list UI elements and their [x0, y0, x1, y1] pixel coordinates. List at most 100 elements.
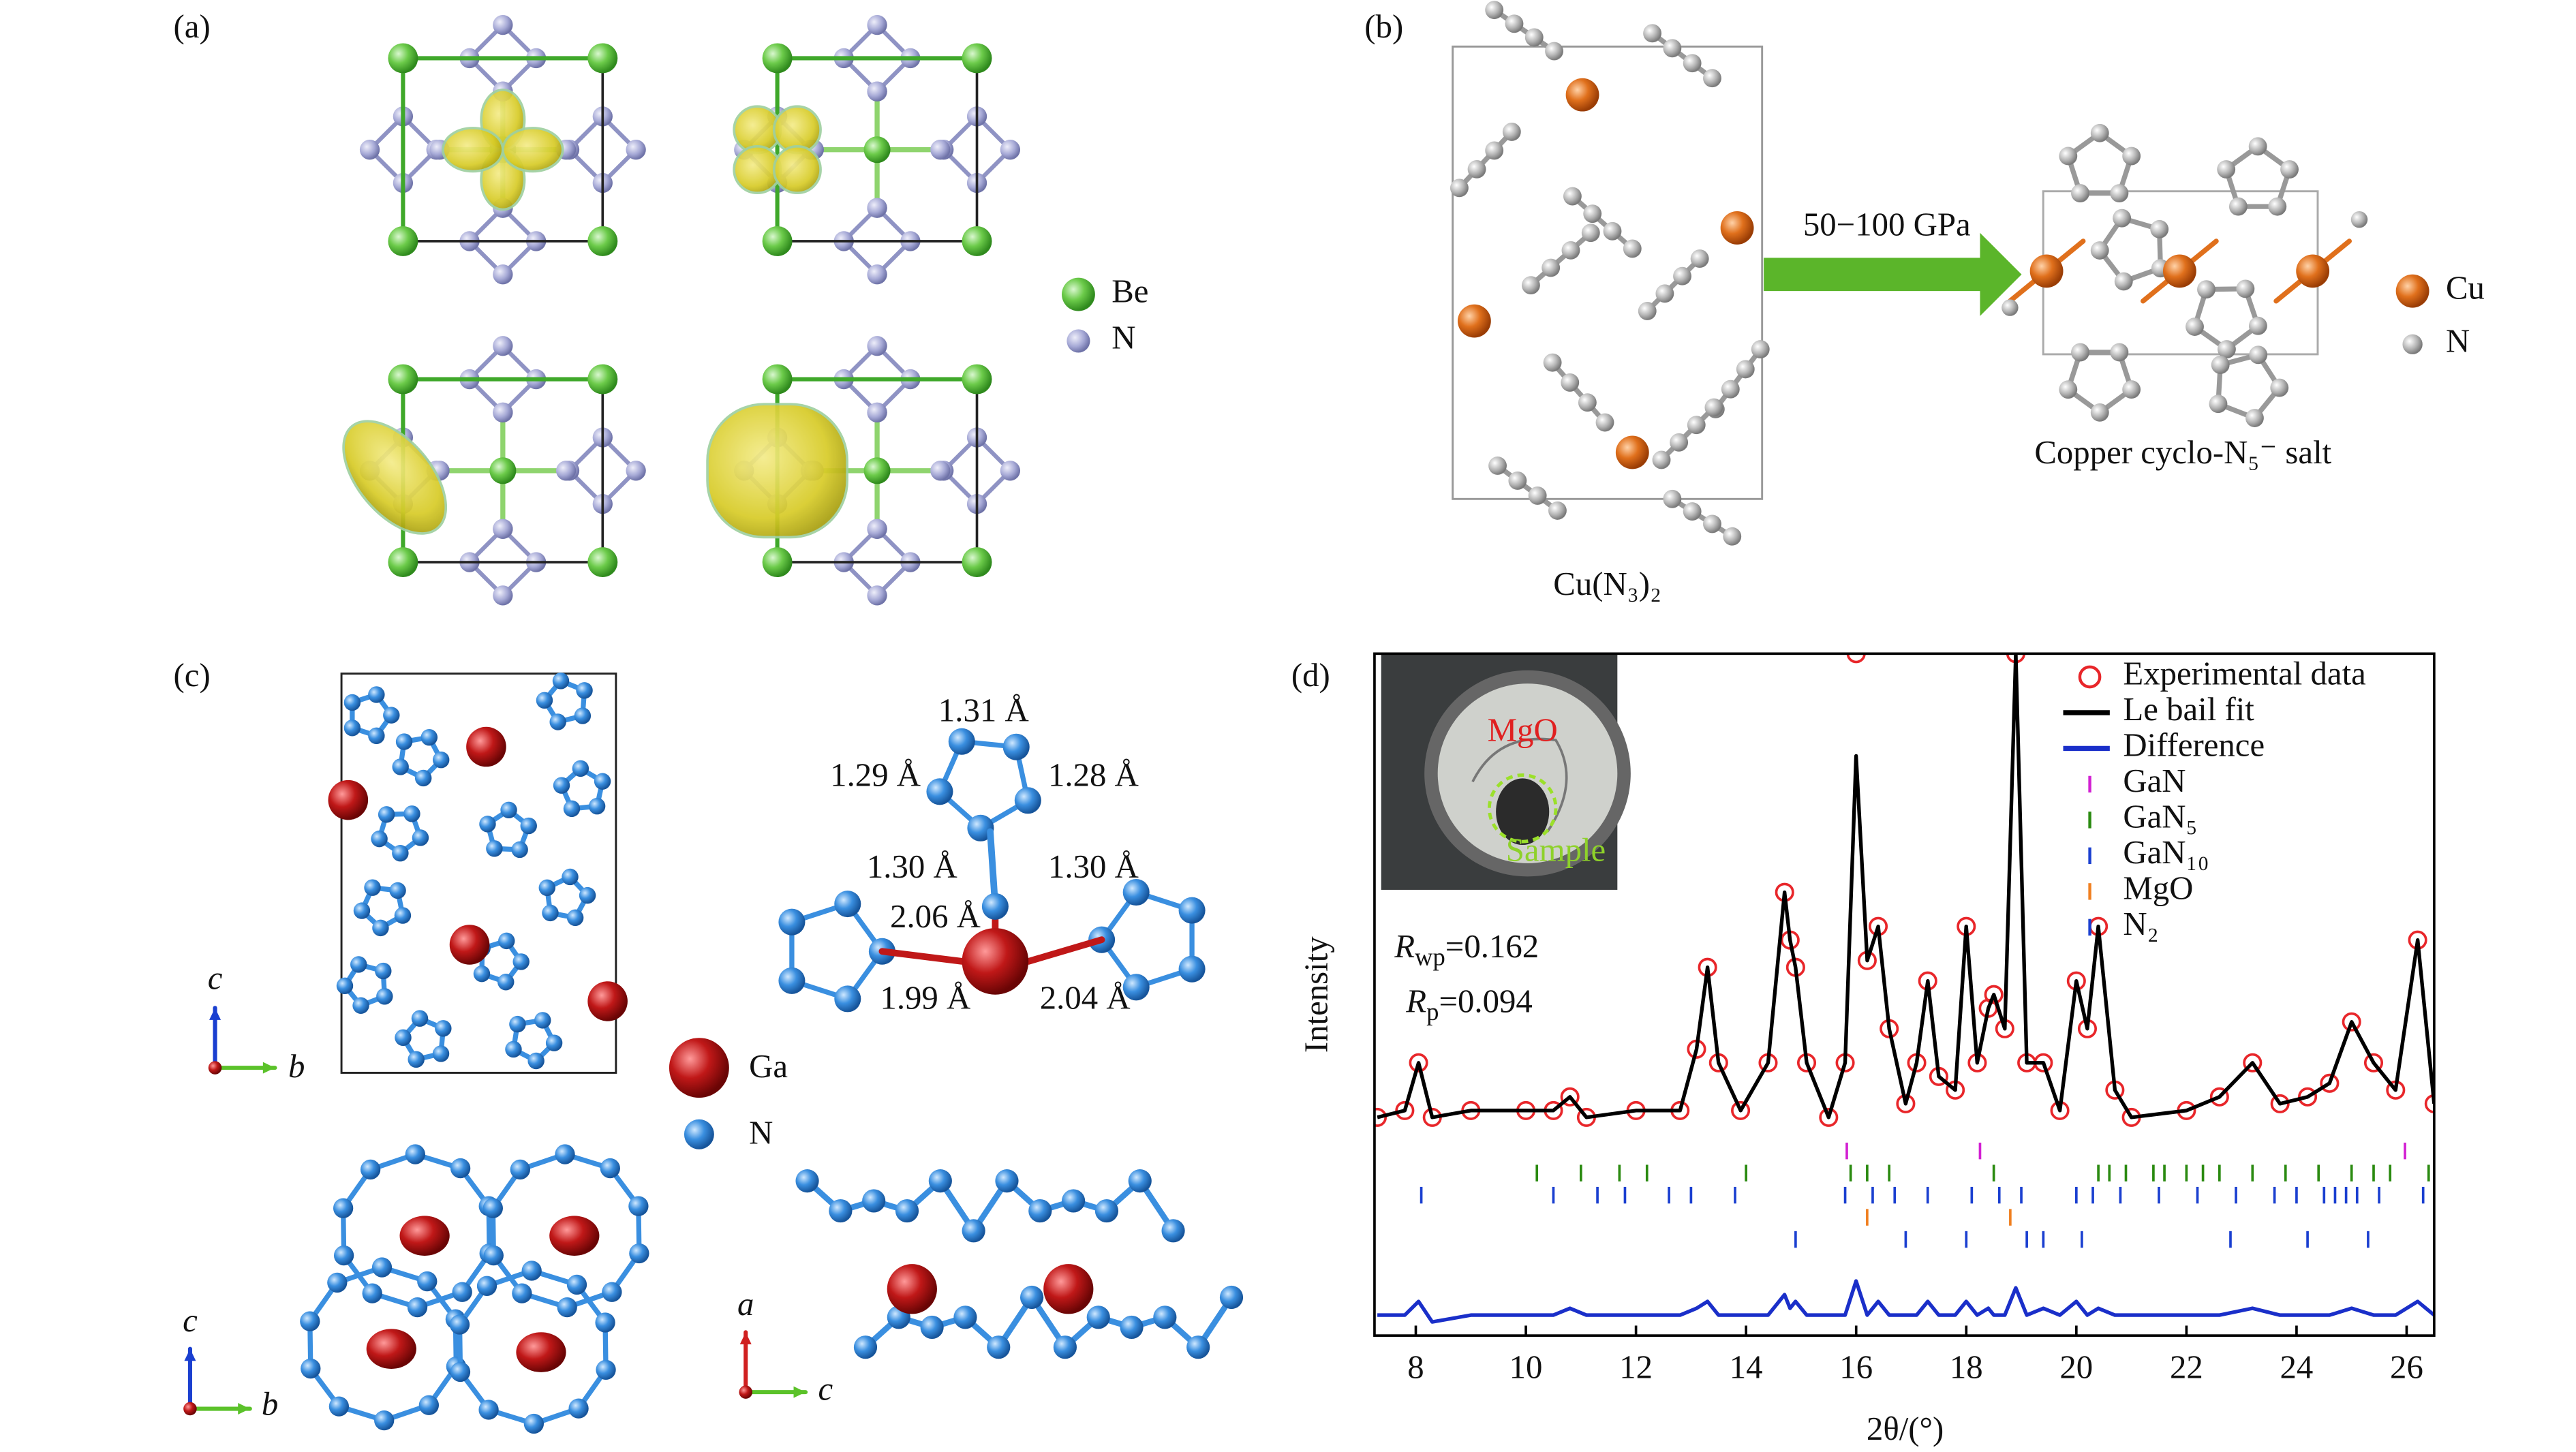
atom — [360, 1159, 381, 1180]
atom — [2059, 380, 2078, 399]
atom — [1161, 1219, 1185, 1243]
atom — [394, 907, 412, 924]
isosurface — [706, 403, 848, 539]
atom — [1687, 416, 1706, 435]
atom — [1721, 380, 1740, 399]
atom — [2249, 345, 2268, 365]
atom — [449, 1314, 470, 1335]
atom — [1578, 393, 1597, 412]
atom — [327, 1272, 348, 1293]
atom — [867, 519, 887, 539]
atom — [587, 547, 618, 578]
atom — [368, 727, 385, 745]
atom — [1720, 211, 1754, 245]
axis-letter: b — [262, 1385, 278, 1422]
data-point — [1395, 1100, 1415, 1120]
legend-label: Difference — [2123, 726, 2265, 764]
structures — [183, 1, 2429, 1434]
bond-length: 1.30 Å — [1048, 848, 1139, 885]
data-point — [1409, 1053, 1428, 1072]
atom — [867, 585, 887, 606]
atom — [1186, 1335, 1210, 1359]
atom — [376, 988, 393, 1005]
atom — [549, 1216, 600, 1256]
atom — [1638, 302, 1657, 320]
atom — [509, 1015, 526, 1033]
atom — [2236, 279, 2255, 298]
isosurface — [502, 127, 564, 173]
atom — [493, 264, 513, 285]
atom — [493, 402, 513, 423]
data-point — [1731, 1100, 1751, 1120]
legend-marker — [2078, 665, 2102, 689]
atom — [579, 886, 596, 904]
atom — [867, 402, 887, 423]
atom — [962, 364, 992, 395]
atom — [562, 868, 579, 886]
atom — [364, 879, 381, 896]
atom — [411, 1010, 429, 1027]
atom — [1002, 733, 1030, 760]
atom — [1508, 472, 1527, 490]
atom — [2228, 197, 2248, 216]
atom — [1683, 502, 1702, 521]
atom — [778, 908, 806, 936]
atom — [1122, 878, 1150, 906]
atom — [388, 43, 418, 74]
atom — [450, 1158, 471, 1179]
atom — [1122, 974, 1150, 1001]
x-tick-label: 10 — [1509, 1348, 1543, 1386]
atom — [452, 1282, 472, 1302]
x-tick-label: 20 — [2059, 1348, 2093, 1386]
atom — [521, 1261, 542, 1281]
legend-label: GaN₅ — [2123, 798, 2197, 835]
atom — [343, 694, 361, 711]
arrow-head — [184, 1348, 196, 1361]
isosurface — [442, 127, 504, 173]
atom — [1670, 433, 1689, 452]
atom — [629, 1243, 649, 1264]
atom — [1643, 24, 1662, 43]
atom — [568, 1398, 589, 1419]
atom — [432, 1045, 450, 1062]
atom — [353, 902, 371, 919]
atom — [352, 997, 369, 1014]
atom — [1723, 527, 1742, 546]
series-line — [1377, 653, 2434, 1119]
atom — [403, 805, 420, 822]
atom — [962, 43, 992, 74]
atom — [483, 1245, 504, 1266]
atom — [399, 1216, 450, 1256]
atom — [2350, 211, 2368, 228]
data-point — [1560, 1087, 1580, 1107]
x-axis-label: 2θ/(°) — [1867, 1410, 1944, 1447]
plot-area — [1374, 653, 2434, 1324]
atom — [1457, 304, 1491, 338]
atom — [595, 1312, 615, 1333]
legend-label: Experimental data — [2123, 655, 2365, 692]
data-point — [1984, 985, 2004, 1004]
atom — [557, 1297, 577, 1318]
atom — [512, 1283, 532, 1303]
atom — [389, 882, 406, 899]
atom — [2029, 254, 2064, 288]
atom — [388, 547, 418, 578]
series-line — [1377, 1279, 2434, 1324]
atom — [392, 758, 409, 775]
atom — [493, 336, 513, 356]
x-tick-label: 8 — [1407, 1348, 1424, 1386]
legend-label: GaN₁₀ — [2123, 833, 2209, 871]
atom — [574, 707, 592, 724]
atom — [1704, 398, 1723, 417]
atom — [333, 1245, 354, 1266]
atom — [1120, 1315, 1144, 1340]
x-tick-label: 24 — [2280, 1348, 2314, 1386]
atom — [587, 43, 618, 74]
data-point — [2270, 1094, 2290, 1113]
atom — [183, 1402, 197, 1416]
atom — [600, 1158, 620, 1179]
atom — [829, 1199, 853, 1223]
plot-frame — [1373, 652, 2436, 1337]
atom — [2209, 395, 2228, 414]
